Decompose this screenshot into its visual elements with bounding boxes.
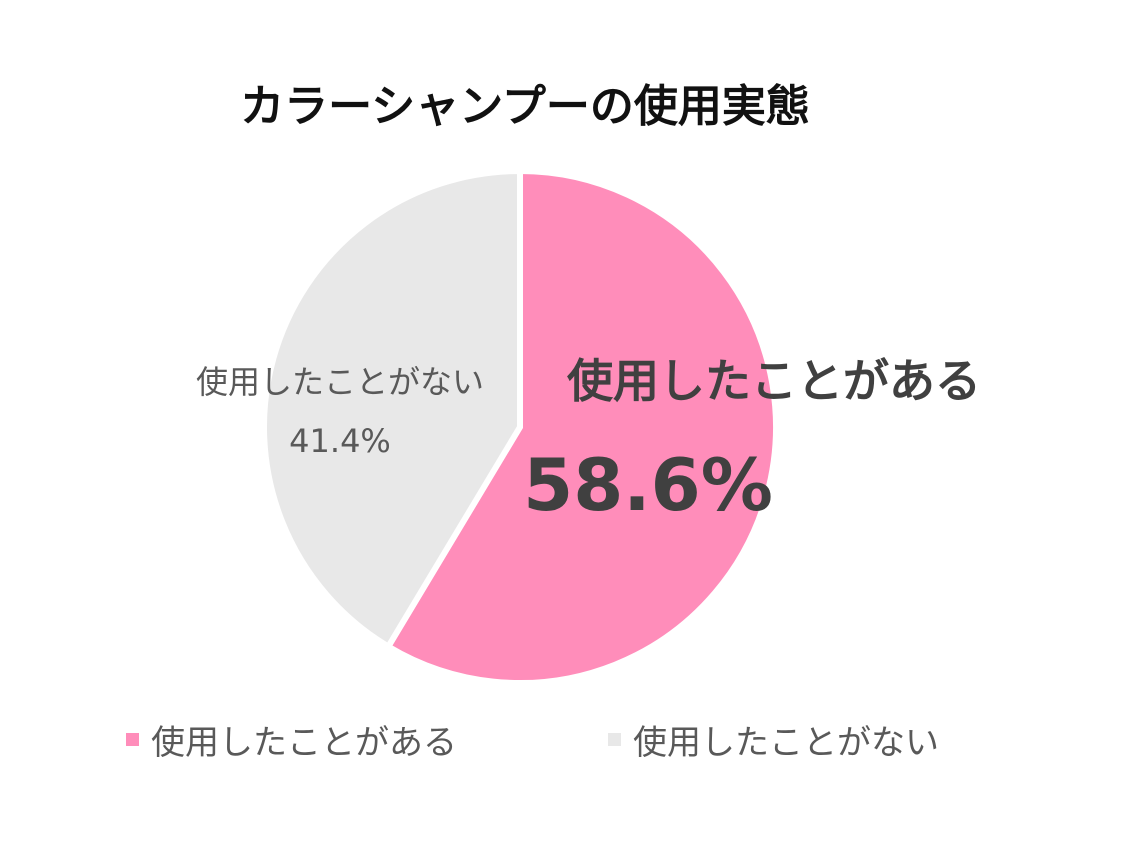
legend-swatch-used [126, 733, 139, 746]
data-label-not-used-name: 使用したことがない [196, 363, 484, 401]
chart-title: カラーシャンプーの使用実態 [240, 81, 810, 132]
data-label-not-used-value: 41.4% [289, 422, 391, 460]
legend-swatch-not-used [608, 733, 621, 746]
legend-label-not-used: 使用したことがない [633, 723, 939, 763]
legend-item-not-used: 使用したことがない [608, 715, 939, 764]
pie-slice-not-used [261, 167, 523, 651]
data-label-used-value: 58.6% [523, 443, 773, 527]
data-label-used-name: 使用したことがある [567, 354, 981, 408]
legend-label-used: 使用したことがある [151, 723, 457, 763]
pie-slice-used [384, 167, 779, 686]
legend-item-used: 使用したことがある [126, 715, 457, 764]
